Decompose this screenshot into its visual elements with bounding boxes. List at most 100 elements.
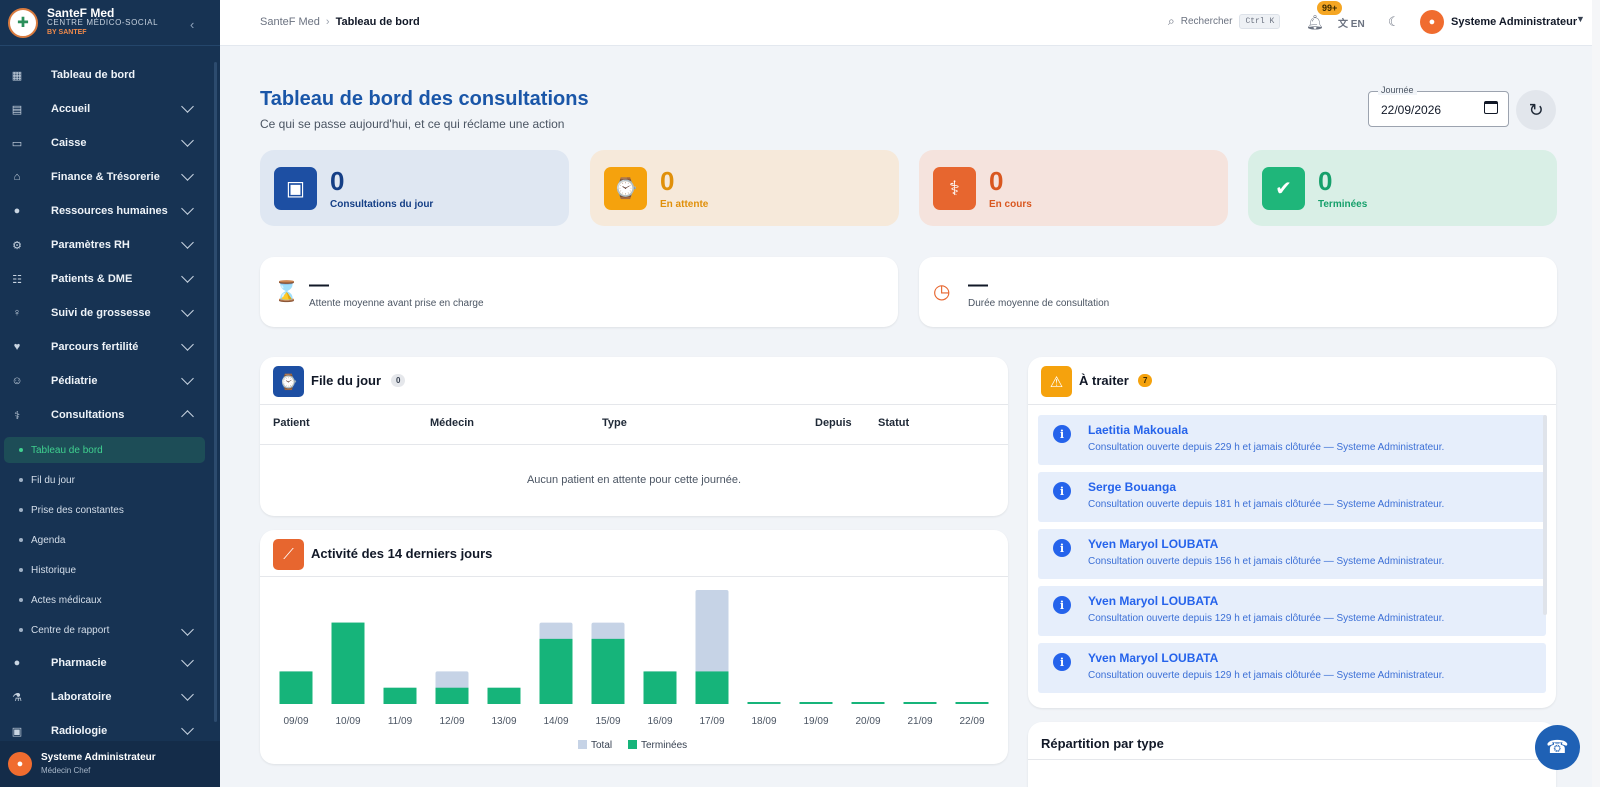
sidebar-item-0[interactable]: ▦ Tableau de bord bbox=[0, 58, 214, 92]
bar-done bbox=[279, 671, 313, 704]
sidebar-item-4[interactable]: ● Ressources humaines bbox=[0, 194, 214, 228]
activity-title: Activité des 14 derniers jours bbox=[311, 546, 493, 561]
sidebar-subitem-5[interactable]: Actes médicaux bbox=[4, 587, 205, 613]
sidebar-item-label: Accueil bbox=[51, 103, 91, 115]
sidebar-item-label: Parcours fertilité bbox=[51, 341, 139, 353]
topbar-user-name[interactable]: Systeme Administrateur bbox=[1451, 16, 1578, 28]
queue-title: File du jour bbox=[311, 373, 382, 388]
sidebar-item-1[interactable]: ▤ Accueil bbox=[0, 92, 214, 126]
todo-item-name[interactable]: Serge Bouanga bbox=[1088, 480, 1177, 494]
legend-label-done: Terminées bbox=[641, 740, 687, 751]
bullet-icon bbox=[19, 538, 23, 542]
sidebar-item-label: Patients & DME bbox=[51, 273, 133, 285]
legend-swatch-total bbox=[578, 740, 587, 749]
chevron-down-icon bbox=[181, 202, 194, 215]
dark-mode-icon[interactable]: ☾ bbox=[1388, 14, 1400, 29]
page-scrollbar[interactable] bbox=[1592, 0, 1600, 787]
chart-line-icon: ⟋ bbox=[273, 539, 304, 570]
translate-icon: 文 bbox=[1338, 19, 1348, 30]
x-tick-label: 10/09 bbox=[335, 716, 360, 727]
sidebar-item-12[interactable]: ⚗ Laboratoire bbox=[0, 680, 214, 714]
calendar-picker-icon[interactable] bbox=[1484, 101, 1498, 114]
sidebar-item-9[interactable]: ☺ Pédiatrie bbox=[0, 364, 214, 398]
sidebar-subitem-3[interactable]: Agenda bbox=[4, 527, 205, 553]
x-tick-label: 18/09 bbox=[751, 716, 776, 727]
todo-item-name[interactable]: Yven Maryol LOUBATA bbox=[1088, 537, 1219, 551]
chevron-down-icon bbox=[181, 372, 194, 385]
todo-item[interactable]: i Yven Maryol LOUBATA Consultation ouverte… bbox=[1038, 529, 1546, 579]
info-icon: i bbox=[1053, 539, 1071, 557]
sidebar-user[interactable]: ● Systeme Administrateur Médecin Chef bbox=[0, 741, 220, 787]
sidebar-item-2[interactable]: ▭ Caisse bbox=[0, 126, 214, 160]
person-icon: ● bbox=[13, 205, 21, 217]
chevron-down-icon bbox=[181, 100, 194, 113]
sidebar-subitem-label: Tableau de bord bbox=[31, 444, 103, 456]
dashboard-icon: ▦ bbox=[11, 69, 23, 82]
breadcrumb-root[interactable]: SanteF Med bbox=[260, 16, 320, 28]
sidebar-subitem-1[interactable]: Fil du jour bbox=[4, 467, 205, 493]
sidebar-item-label: Paramètres RH bbox=[51, 239, 130, 251]
sidebar-subitem-2[interactable]: Prise des constantes bbox=[4, 497, 205, 523]
column-header-patient: Patient bbox=[273, 417, 310, 429]
sidebar-item-10[interactable]: ⚕ Consultations bbox=[0, 398, 214, 432]
sidebar-item-8[interactable]: ♥ Parcours fertilité bbox=[0, 330, 214, 364]
sidebar-item-11[interactable]: ● Pharmacie bbox=[0, 646, 214, 680]
divider bbox=[260, 404, 1008, 405]
chevron-down-icon[interactable]: ▼ bbox=[1576, 14, 1585, 24]
chat-icon: ☎ bbox=[1546, 737, 1569, 757]
info-icon: i bbox=[1053, 596, 1071, 614]
sidebar-subitem-4[interactable]: Historique bbox=[4, 557, 205, 583]
sidebar-subitem-label: Agenda bbox=[31, 534, 66, 546]
x-tick-label: 13/09 bbox=[491, 716, 516, 727]
breadcrumb-current: Tableau de bord bbox=[335, 16, 420, 28]
sidebar-item-5[interactable]: ⚙ Paramètres RH bbox=[0, 228, 214, 262]
bar-done bbox=[747, 702, 781, 704]
sidebar-item-label: Radiologie bbox=[51, 725, 108, 737]
person-settings-icon: ⚙ bbox=[12, 239, 22, 252]
refresh-button[interactable]: ↻ bbox=[1516, 90, 1556, 130]
search-button[interactable]: ⌕ Rechercher Ctrl K bbox=[1168, 14, 1281, 29]
todo-item[interactable]: i Yven Maryol LOUBATA Consultation ouverte… bbox=[1038, 586, 1546, 636]
stat-label: Terminées bbox=[1318, 199, 1368, 210]
sidebar-item-7[interactable]: ♀ Suivi de grossesse bbox=[0, 296, 214, 330]
search-label: Rechercher bbox=[1180, 16, 1233, 27]
sidebar-item-label: Tableau de bord bbox=[51, 69, 136, 81]
sidebar-subitem-6[interactable]: Centre de rapport bbox=[4, 617, 205, 643]
language-label: EN bbox=[1350, 19, 1365, 30]
column-header-doctor: Médecin bbox=[430, 417, 475, 429]
topbar-avatar-icon[interactable]: ● bbox=[1420, 10, 1444, 34]
todo-item-name[interactable]: Yven Maryol LOUBATA bbox=[1088, 651, 1219, 665]
sidebar-item-3[interactable]: ⌂ Finance & Trésorerie bbox=[0, 160, 214, 194]
x-tick-label: 09/09 bbox=[283, 716, 308, 727]
info-icon: i bbox=[1053, 653, 1071, 671]
date-field-value: 22/09/2026 bbox=[1381, 103, 1442, 117]
hourglass-icon: ⌛ bbox=[274, 281, 299, 303]
todo-scrollbar[interactable] bbox=[1543, 415, 1547, 615]
chat-support-button[interactable]: ☎ bbox=[1535, 725, 1580, 770]
legend-label-total: Total bbox=[591, 740, 612, 751]
bar-done bbox=[851, 702, 885, 704]
chevron-up-icon bbox=[181, 410, 194, 423]
user-avatar-icon: ● bbox=[8, 752, 32, 776]
sidebar-item-6[interactable]: ☷ Patients & DME bbox=[0, 262, 214, 296]
chevron-down-icon bbox=[181, 134, 194, 147]
baby-icon: ☺ bbox=[11, 375, 23, 387]
sidebar-scrollbar[interactable] bbox=[214, 62, 217, 722]
date-field[interactable]: Journée 22/09/2026 bbox=[1368, 85, 1509, 127]
group-icon: ☷ bbox=[12, 273, 22, 286]
brand-by: BY SANTEF bbox=[47, 28, 87, 36]
todo-item-message: Consultation ouverte depuis 181 h et jam… bbox=[1088, 499, 1445, 510]
bell-icon[interactable]: 🔔︎ bbox=[1306, 14, 1324, 30]
todo-item-name[interactable]: Yven Maryol LOUBATA bbox=[1088, 594, 1219, 608]
language-switch[interactable]: 文 EN bbox=[1338, 15, 1365, 30]
todo-item[interactable]: i Yven Maryol LOUBATA Consultation ouverte… bbox=[1038, 643, 1546, 693]
bar-done bbox=[591, 638, 625, 704]
todo-item-name[interactable]: Laetitia Makouala bbox=[1088, 423, 1189, 437]
repartition-card: Répartition par type bbox=[1028, 722, 1556, 787]
todo-item[interactable]: i Laetitia Makouala Consultation ouverte d… bbox=[1038, 415, 1546, 465]
collapse-sidebar-icon[interactable]: ‹ bbox=[190, 17, 195, 32]
todo-item[interactable]: i Serge Bouanga Consultation ouverte depui… bbox=[1038, 472, 1546, 522]
sidebar-subitem-0[interactable]: Tableau de bord bbox=[4, 437, 205, 463]
sidebar-item-13[interactable]: ▣ Radiologie bbox=[0, 714, 214, 748]
page-title: Tableau de bord des consultations bbox=[260, 88, 589, 110]
